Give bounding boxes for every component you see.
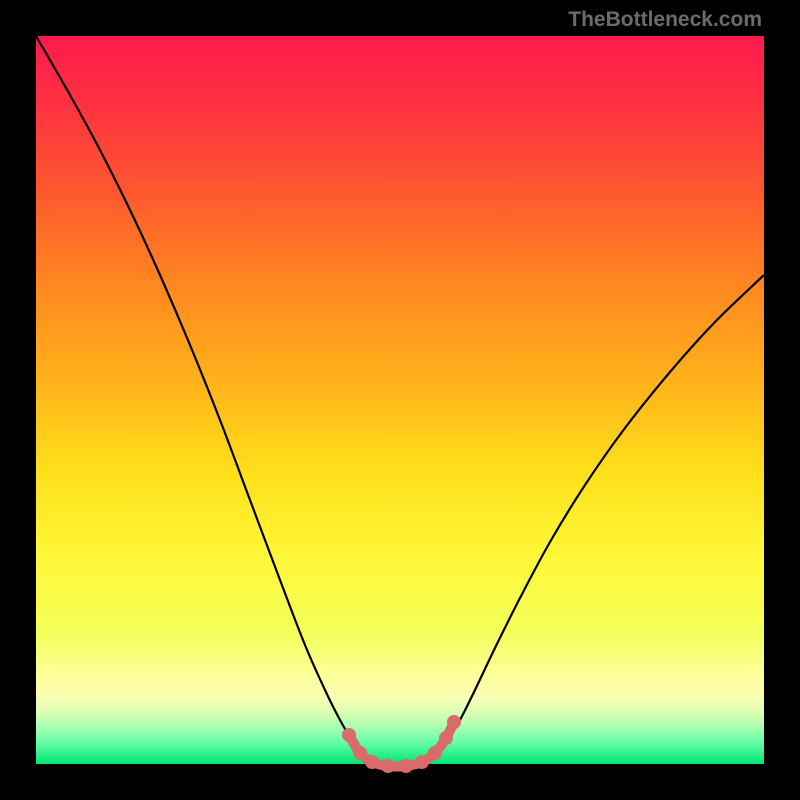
highlight-curve	[349, 722, 454, 767]
highlight-marker	[399, 759, 413, 773]
highlight-marker	[381, 759, 395, 773]
highlight-marker	[447, 715, 461, 729]
highlight-marker	[353, 746, 367, 760]
highlight-marker	[365, 755, 379, 769]
watermark-text: TheBottleneck.com	[568, 8, 762, 32]
highlight-marker	[439, 731, 453, 745]
highlight-marker	[428, 746, 442, 760]
main-curve	[36, 36, 764, 765]
curve-layer	[0, 0, 800, 800]
highlight-marker	[415, 755, 429, 769]
highlight-marker	[342, 728, 356, 742]
